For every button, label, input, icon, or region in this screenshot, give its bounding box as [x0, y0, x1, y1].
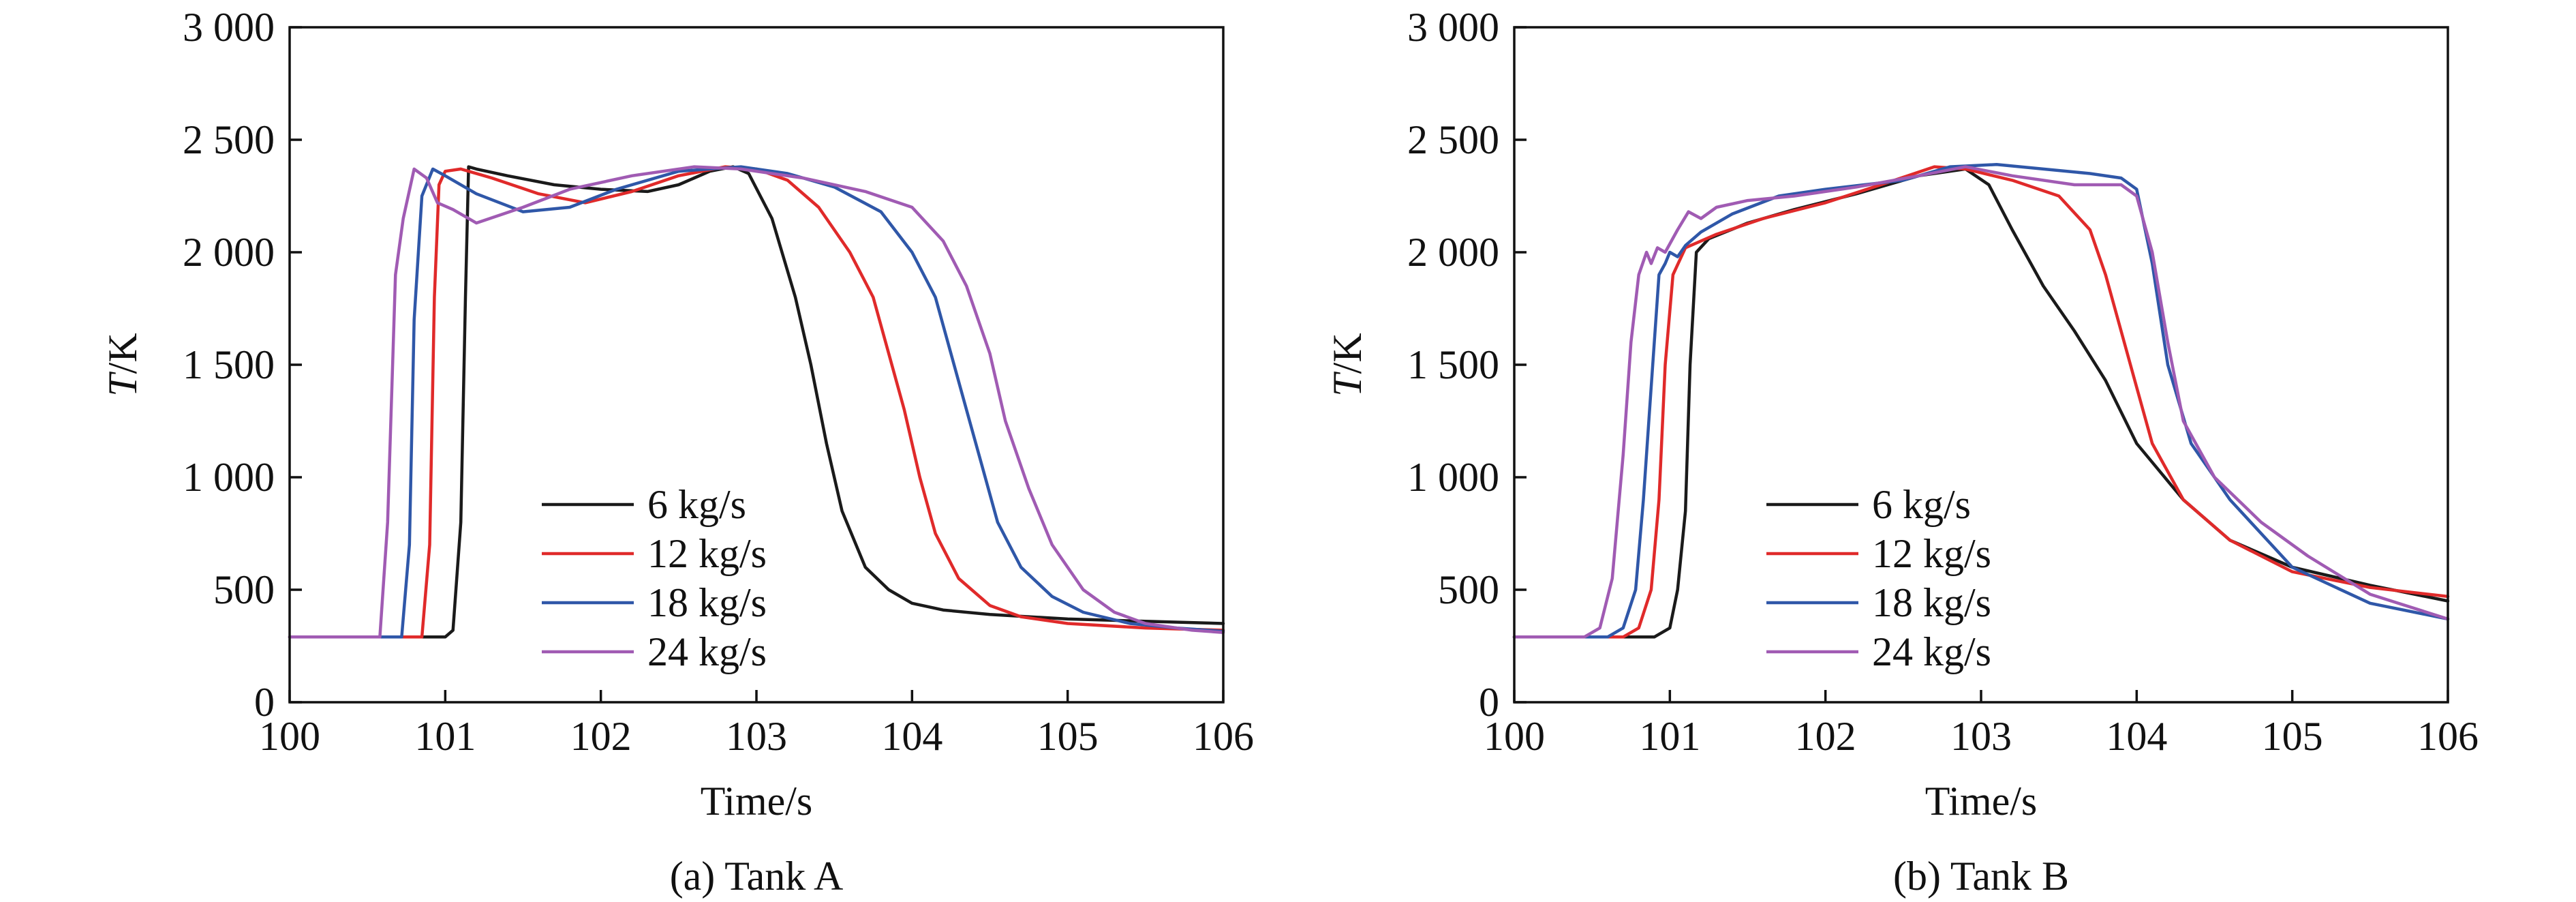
y-axis-label: T/K [100, 333, 145, 396]
y-axis-label-unit: /K [100, 333, 145, 374]
y-axis-label-symbol: T [1325, 372, 1370, 397]
y-tick-label: 500 [1438, 567, 1499, 612]
x-tick-label: 105 [1037, 714, 1099, 759]
x-tick-label: 103 [1950, 714, 2012, 759]
y-tick-label: 2 500 [1407, 117, 1499, 162]
y-axis-label-unit: /K [1325, 333, 1370, 374]
x-tick-label: 100 [1484, 714, 1545, 759]
series-line-3 [288, 165, 1225, 639]
series-line-2 [1512, 163, 2450, 639]
panel-caption: (b) Tank B [1893, 854, 2069, 899]
y-axis-label: T/K [1325, 333, 1370, 396]
x-axis-label: Time/s [701, 779, 813, 824]
y-tick-label: 3 000 [1407, 5, 1499, 50]
y-tick-label: 1 000 [1407, 455, 1499, 500]
legend-entry-label: 24 kg/s [647, 629, 767, 674]
x-tick-label: 102 [1795, 714, 1856, 759]
x-tick-label: 101 [1639, 714, 1700, 759]
y-tick-label: 1 500 [183, 342, 275, 387]
x-tick-label: 102 [570, 714, 632, 759]
y-tick-label: 0 [1479, 680, 1499, 725]
legend-entry-label: 18 kg/s [1872, 580, 1991, 625]
x-tick-label: 101 [414, 714, 476, 759]
x-tick-label: 106 [1193, 714, 1254, 759]
y-tick-label: 500 [213, 567, 275, 612]
series-line-3 [1512, 165, 2450, 639]
y-tick-label: 1 000 [183, 455, 275, 500]
y-tick-label: 2 000 [1407, 230, 1499, 275]
legend-entry-label: 18 kg/s [647, 580, 767, 625]
x-axis-label: Time/s [1925, 779, 2038, 824]
y-tick-label: 2 500 [183, 117, 275, 162]
panel-caption: (a) Tank A [670, 854, 844, 899]
x-tick-label: 103 [726, 714, 787, 759]
panel-tank-b: 100 101 102 103 104 105 106 0 500 1 000 1 500 2 000… [1325, 5, 2479, 899]
x-tick-label: 100 [259, 714, 320, 759]
legend-entry-label: 12 kg/s [1872, 531, 1991, 576]
y-axis-label-symbol: T [100, 372, 145, 397]
y-tick-label: 2 000 [183, 230, 275, 275]
legend-entry-label: 6 kg/s [1872, 482, 1971, 527]
y-tick-label: 3 000 [183, 5, 275, 50]
y-tick-label: 1 500 [1407, 342, 1499, 387]
x-tick-label: 106 [2417, 714, 2479, 759]
y-tick-label: 0 [254, 680, 275, 725]
legend-entry-label: 6 kg/s [647, 482, 746, 527]
x-tick-label: 105 [2262, 714, 2323, 759]
legend-entry-label: 24 kg/s [1872, 629, 1991, 674]
panel-tank-a: 100 101 102 103 104 105 106 0 500 1 000 1 500 2 000… [100, 5, 1254, 899]
legend-entry-label: 12 kg/s [647, 531, 767, 576]
x-tick-label: 104 [2106, 714, 2167, 759]
x-tick-label: 104 [881, 714, 942, 759]
